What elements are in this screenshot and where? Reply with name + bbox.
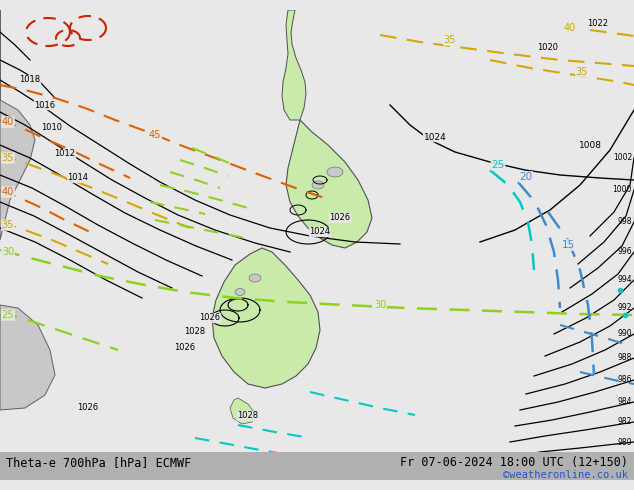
- Text: 980: 980: [618, 438, 632, 446]
- Polygon shape: [212, 248, 320, 388]
- Polygon shape: [230, 398, 254, 424]
- Text: 1022: 1022: [588, 20, 609, 28]
- Text: Theta-e 700hPa [hPa] ECMWF: Theta-e 700hPa [hPa] ECMWF: [6, 456, 191, 469]
- Text: 1010: 1010: [41, 123, 63, 132]
- Text: 25: 25: [2, 310, 14, 320]
- Text: 1014: 1014: [67, 173, 89, 182]
- Polygon shape: [0, 10, 35, 240]
- Text: 1002: 1002: [612, 153, 632, 163]
- Text: 994: 994: [618, 275, 632, 285]
- Text: 998: 998: [618, 218, 632, 226]
- Text: 986: 986: [618, 375, 632, 385]
- Polygon shape: [235, 289, 245, 295]
- Text: 990: 990: [618, 329, 632, 339]
- Polygon shape: [282, 10, 306, 120]
- Text: 20: 20: [519, 172, 533, 182]
- Text: 1026: 1026: [77, 403, 98, 413]
- Text: 984: 984: [618, 397, 632, 407]
- Text: 25: 25: [491, 160, 505, 170]
- Text: 35: 35: [2, 220, 14, 230]
- Text: 1024: 1024: [309, 227, 330, 237]
- Text: 35: 35: [576, 67, 588, 77]
- Text: 1012: 1012: [55, 149, 75, 158]
- Text: 992: 992: [618, 303, 632, 313]
- Text: 1000: 1000: [612, 186, 632, 195]
- Text: 40: 40: [2, 187, 14, 197]
- Text: 30: 30: [374, 300, 386, 310]
- Text: 1026: 1026: [174, 343, 195, 352]
- Polygon shape: [249, 274, 261, 282]
- Text: 40: 40: [564, 23, 576, 33]
- Text: 1026: 1026: [330, 214, 351, 222]
- Text: 1028: 1028: [238, 412, 259, 420]
- Text: 1008: 1008: [578, 141, 602, 149]
- Text: ©weatheronline.co.uk: ©weatheronline.co.uk: [503, 470, 628, 480]
- Bar: [0, 452, 634, 480]
- Text: 35: 35: [444, 35, 456, 45]
- Text: 45: 45: [149, 130, 161, 140]
- Text: 30: 30: [2, 247, 14, 257]
- Text: 1024: 1024: [424, 132, 446, 142]
- Text: 1020: 1020: [538, 44, 559, 52]
- Text: 988: 988: [618, 353, 632, 363]
- Text: 1016: 1016: [34, 100, 56, 109]
- Text: 40: 40: [2, 117, 14, 127]
- Polygon shape: [286, 120, 372, 248]
- Text: Fr 07-06-2024 18:00 UTC (12+150): Fr 07-06-2024 18:00 UTC (12+150): [400, 456, 628, 469]
- Text: 1026: 1026: [200, 314, 221, 322]
- Text: 982: 982: [618, 417, 632, 426]
- Polygon shape: [312, 181, 324, 189]
- Text: 996: 996: [618, 247, 632, 256]
- Polygon shape: [0, 305, 55, 410]
- Text: 15: 15: [561, 240, 574, 250]
- Polygon shape: [327, 167, 343, 177]
- Text: 1018: 1018: [20, 75, 41, 84]
- Text: 35: 35: [2, 153, 14, 163]
- Text: 1028: 1028: [184, 327, 205, 337]
